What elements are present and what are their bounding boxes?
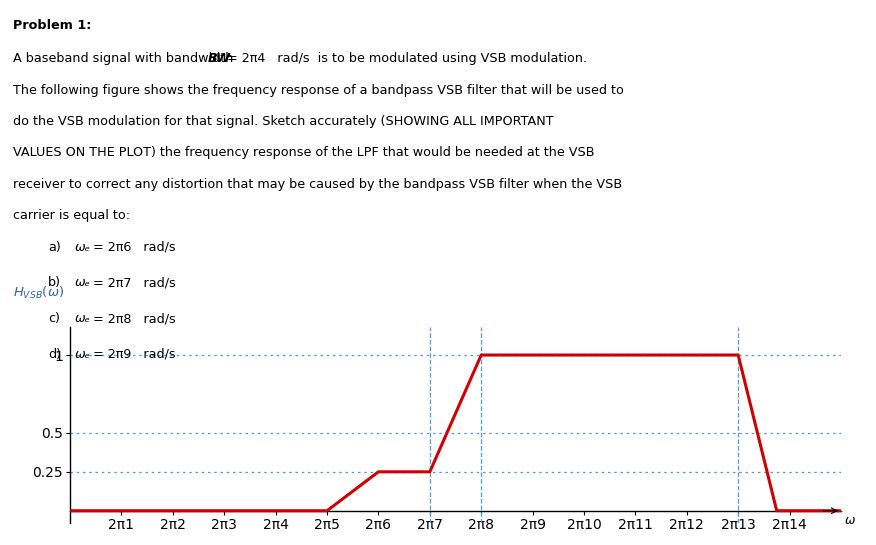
Text: d): d) — [48, 348, 61, 361]
Text: Problem 1:: Problem 1: — [13, 19, 91, 32]
Text: do the VSB modulation for that signal. Sketch accurately (SHOWING ALL IMPORTANT: do the VSB modulation for that signal. S… — [13, 116, 554, 129]
Text: b): b) — [48, 276, 61, 289]
Text: BW: BW — [208, 52, 230, 65]
Text: $\omega$: $\omega$ — [844, 513, 856, 526]
Text: VALUES ON THE PLOT) the frequency response of the LPF that would be needed at th: VALUES ON THE PLOT) the frequency respon… — [13, 147, 595, 160]
Text: ωₑ: ωₑ — [74, 348, 90, 361]
Text: ωₑ: ωₑ — [74, 276, 90, 289]
Text: c): c) — [48, 312, 60, 325]
Text: = 2π7   rad/s: = 2π7 rad/s — [89, 276, 176, 289]
Text: = 2π6   rad/s: = 2π6 rad/s — [89, 241, 176, 254]
Text: ωₑ: ωₑ — [74, 312, 90, 325]
Text: The following figure shows the frequency response of a bandpass VSB filter that : The following figure shows the frequency… — [13, 84, 624, 98]
Text: = 2π4   rad/s  is to be modulated using VSB modulation.: = 2π4 rad/s is to be modulated using VSB… — [223, 52, 588, 65]
Text: a): a) — [48, 241, 61, 254]
Text: = 2π9   rad/s: = 2π9 rad/s — [89, 348, 176, 361]
Text: = 2π8   rad/s: = 2π8 rad/s — [89, 312, 176, 325]
Text: A baseband signal with bandwidth: A baseband signal with bandwidth — [13, 52, 237, 65]
Text: receiver to correct any distortion that may be caused by the bandpass VSB filter: receiver to correct any distortion that … — [13, 178, 622, 191]
Text: carrier is equal to:: carrier is equal to: — [13, 209, 131, 222]
Text: $H_{VSB}(\omega)$: $H_{VSB}(\omega)$ — [13, 285, 64, 301]
Text: ωₑ: ωₑ — [74, 241, 90, 254]
